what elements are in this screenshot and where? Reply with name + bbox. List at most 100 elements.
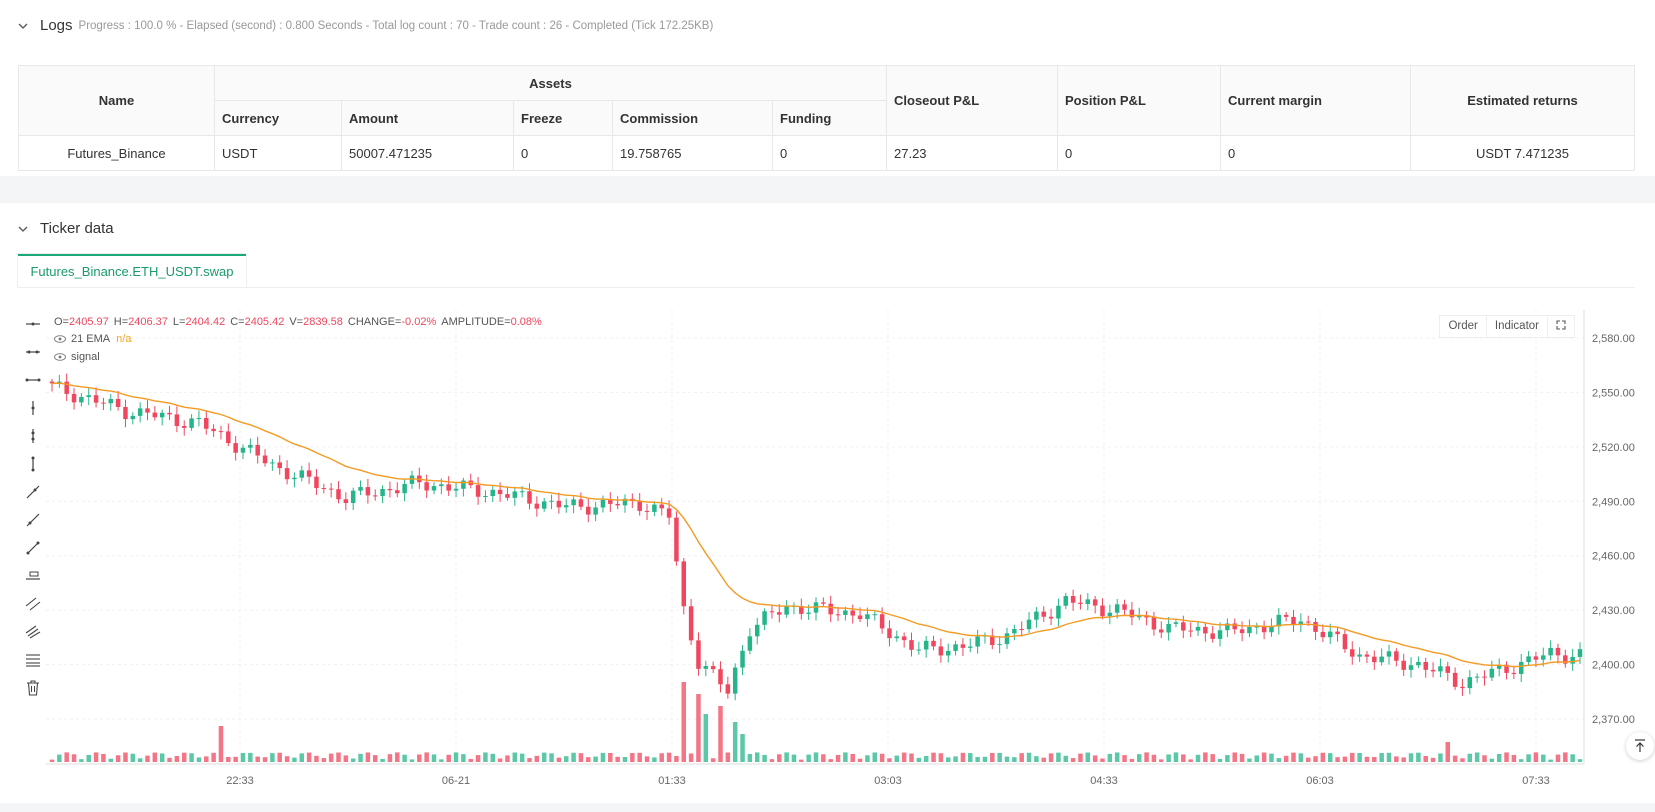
volume-bar (1107, 753, 1113, 762)
volume-bar (1372, 756, 1377, 762)
indicator-button[interactable]: Indicator (1487, 316, 1548, 337)
candle-body (270, 462, 275, 464)
candle-body (1254, 626, 1260, 628)
candle-body (505, 494, 510, 498)
candle-body (901, 636, 907, 641)
scroll-top-button[interactable] (1626, 732, 1654, 760)
candle-body (101, 402, 106, 404)
volume-bar (1063, 755, 1069, 762)
volume-bar (314, 755, 319, 762)
volume-bar (1489, 758, 1495, 762)
delete-drawings-button[interactable] (20, 674, 46, 702)
chevron-down-icon[interactable] (18, 224, 28, 234)
logs-panel: Logs Progress : 100.0 % - Elapsed (secon… (0, 0, 1655, 176)
volume-bar (1261, 752, 1267, 762)
volume-bar (49, 759, 55, 762)
candle-body (997, 644, 1002, 646)
channel-tool[interactable] (20, 618, 46, 646)
candle-body (497, 489, 503, 495)
fibonacci-tool[interactable] (20, 646, 46, 674)
volume-bar (57, 754, 62, 762)
eye-icon[interactable] (54, 335, 66, 343)
candlestick-chart[interactable]: 2,580.00 2,550.00 2,520.00 2,490.00 2,460.00… (0, 300, 1655, 800)
price-line-tool[interactable] (20, 562, 46, 590)
candle-body (409, 475, 415, 484)
volume-bar (865, 755, 870, 762)
candle-body (652, 504, 657, 512)
candle-body (461, 480, 466, 489)
candle-body (1504, 664, 1509, 673)
volume-bar (424, 752, 429, 762)
volume-bar (1563, 752, 1568, 762)
signal-label: signal (71, 350, 100, 363)
volume-bar (512, 752, 518, 762)
volume-bar (622, 756, 628, 762)
cell-freeze: 0 (513, 135, 613, 171)
volume-bar (130, 753, 136, 762)
fullscreen-button[interactable] (1548, 316, 1574, 337)
order-button[interactable]: Order (1440, 316, 1487, 337)
volume-bar (754, 752, 760, 762)
volume-bar (402, 754, 407, 762)
volume-bar (108, 758, 114, 762)
volume-bar (226, 756, 231, 762)
volume-bar (953, 756, 958, 762)
candle-body (1195, 626, 1201, 631)
volume-bar (960, 752, 966, 762)
v-label: V= (289, 315, 304, 328)
volume-bar (1122, 755, 1127, 762)
horizontal-segment-tool[interactable] (20, 366, 46, 394)
ray-line-tool[interactable] (20, 506, 46, 534)
candle-body (762, 611, 767, 625)
vertical-line-tool[interactable] (20, 394, 46, 422)
candle-body (1452, 672, 1458, 687)
eye-icon[interactable] (54, 353, 66, 361)
candle-body (1261, 626, 1267, 633)
volume-bar (255, 756, 260, 762)
volume-bar (321, 758, 327, 762)
candle-body (387, 488, 393, 491)
volume-bar (872, 752, 878, 762)
candle-body (696, 640, 701, 669)
ohlc-readout: O= 2405.97 H= 2406.37 L= 2404.42 C= 2405.42 … (54, 313, 542, 331)
volume-bar (813, 752, 819, 762)
ticker-header[interactable]: Ticker data (18, 220, 114, 237)
horizontal-ray-tool[interactable] (20, 338, 46, 366)
candle-body (453, 488, 459, 491)
progress-text: Progress : 100.0 % - Elapsed (second) : … (78, 19, 714, 32)
trend-line-tool[interactable] (20, 478, 46, 506)
line-icon (26, 654, 40, 667)
signal-legend[interactable]: signal (54, 348, 542, 366)
candle-body (137, 408, 143, 416)
vertical-icon (31, 456, 35, 472)
horizontal-line-tool[interactable] (20, 310, 46, 338)
parallel-lines-tool[interactable] (20, 590, 46, 618)
volume-bar (916, 757, 922, 762)
volume-bar (732, 722, 738, 762)
chevron-down-icon[interactable] (18, 21, 28, 31)
volume-bar (1482, 755, 1487, 762)
volume-bar (1195, 754, 1201, 762)
volume-bar (1504, 752, 1509, 762)
candle-body (336, 489, 341, 500)
volume-bar (1460, 758, 1465, 762)
segment-tool[interactable] (20, 534, 46, 562)
ema-legend[interactable]: 21 EMA n/a (54, 331, 542, 349)
candle-body (1210, 633, 1215, 639)
logs-header[interactable]: Logs Progress : 100.0 % - Elapsed (secon… (18, 17, 713, 34)
volume-bar (541, 752, 547, 762)
volume-bar (901, 752, 907, 762)
candle-body (799, 605, 804, 614)
candle-body (1298, 621, 1304, 625)
volume-bar (1313, 756, 1318, 762)
x-tick-label: 06-21 (442, 775, 470, 787)
vertical-segment-tool[interactable] (20, 450, 46, 478)
volume-bar (519, 753, 525, 762)
volume-bar (1570, 754, 1575, 762)
vertical-ray-tool[interactable] (20, 422, 46, 450)
volume-bar (1114, 752, 1120, 762)
tab-eth-usdt[interactable]: Futures_Binance.ETH_USDT.swap (18, 254, 246, 287)
x-tick-label: 04:33 (1090, 775, 1118, 787)
volume-bar (681, 682, 687, 762)
y-tick-label: 2,550.00 (1592, 387, 1635, 399)
